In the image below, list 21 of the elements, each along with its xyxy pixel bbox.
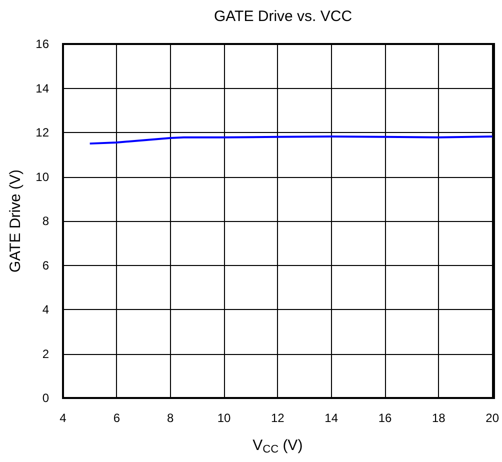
y-tick-label: 0: [42, 391, 50, 405]
x-tick-label: 16: [378, 411, 392, 425]
x-tick-label: 4: [60, 411, 67, 425]
y-tick-label: 8: [42, 214, 50, 228]
x-tick-label: 8: [166, 411, 174, 425]
y-tick-label: 16: [36, 37, 50, 51]
y-tick-label: 10: [36, 170, 50, 184]
y-tick-label: 14: [36, 81, 50, 96]
y-axis-title: GATE Drive (V): [7, 169, 24, 273]
x-tick-label: 12: [270, 411, 285, 425]
y-tick-label: 2: [42, 346, 50, 361]
y-tick-label: 12: [36, 126, 50, 140]
y-tick-label: 4: [42, 302, 50, 316]
y-tick-label: 6: [42, 258, 50, 272]
x-tick-label: 14: [324, 411, 338, 425]
chart-title: GATE Drive vs. VCC: [214, 8, 352, 25]
line-series: [88, 135, 494, 145]
x-tick-label: 20: [486, 411, 500, 425]
x-tick-label: 18: [432, 411, 446, 425]
x-tick-label: 10: [217, 411, 231, 425]
x-tick-label: 6: [113, 411, 120, 425]
